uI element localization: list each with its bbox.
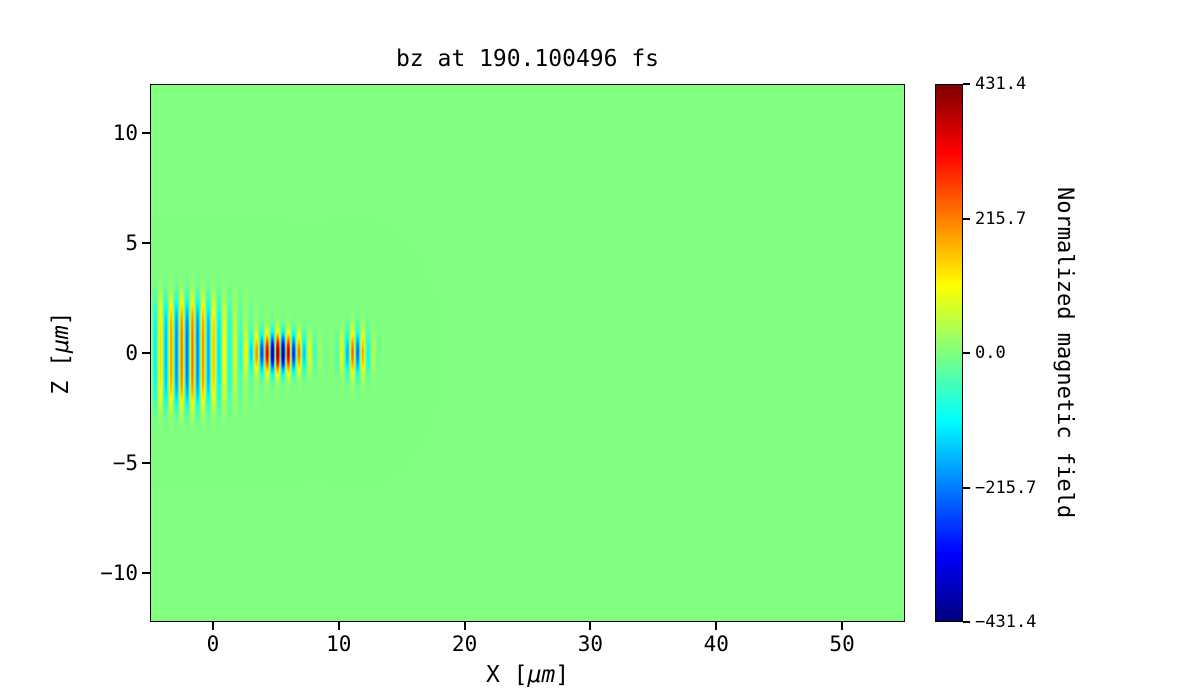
y-tick-mark (142, 352, 150, 354)
y-tick-label: −10 (100, 561, 138, 586)
y-axis-label-text: Z [ (48, 353, 74, 395)
x-tick-mark (589, 622, 592, 630)
x-tick-label: 30 (577, 632, 604, 656)
y-axis-label: Z [μm] (48, 253, 78, 453)
y-tick-mark (142, 572, 150, 575)
y-tick-label: 5 (125, 230, 138, 255)
x-tick-mark (841, 622, 844, 630)
x-axis-label-unit: μm (527, 662, 556, 688)
colorbar-tick-label: −431.4 (975, 612, 1037, 632)
x-tick-label: 10 (326, 632, 352, 656)
plot-area (150, 84, 905, 622)
y-tick-mark (142, 131, 150, 134)
x-tick-mark (211, 622, 214, 630)
colorbar-tick-mark (963, 83, 970, 85)
x-tick-mark (337, 622, 340, 630)
x-tick-label: 50 (829, 632, 855, 656)
plot-title: bz at 190.100496 fs (395, 46, 660, 72)
colorbar-tick-mark (963, 486, 970, 489)
y-tick-label: −5 (112, 451, 138, 476)
colorbar-tick-label: 431.4 (975, 74, 1027, 94)
x-axis-label: X [μm] (150, 662, 905, 688)
y-tick-mark (142, 462, 150, 465)
x-tick-label: 0 (206, 632, 220, 656)
colorbar-tick-mark (963, 217, 970, 220)
y-axis-label-unit: μm (48, 325, 74, 354)
colorbar (935, 84, 963, 622)
colorbar-tick-label: −215.7 (975, 477, 1037, 498)
colorbar-label: Normalized magnetic field (1052, 187, 1077, 519)
heatmap-canvas (151, 85, 904, 621)
y-tick-label: 0 (125, 341, 138, 365)
y-tick-mark (142, 241, 150, 244)
x-tick-mark (715, 622, 718, 630)
y-axis-label-close: ] (48, 311, 74, 326)
colorbar-tick-mark (963, 621, 970, 623)
x-axis-label-close: ] (555, 662, 570, 688)
x-tick-label: 40 (703, 632, 729, 656)
colorbar-tick-label: 215.7 (975, 208, 1027, 229)
colorbar-canvas (936, 85, 962, 621)
x-tick-mark (463, 622, 466, 630)
y-tick-label: 10 (112, 120, 138, 145)
x-axis-label-text: X [ (485, 662, 528, 688)
x-tick-label: 20 (451, 632, 478, 656)
colorbar-tick-label: 0.0 (975, 343, 1006, 363)
colorbar-tick-mark (963, 352, 970, 354)
